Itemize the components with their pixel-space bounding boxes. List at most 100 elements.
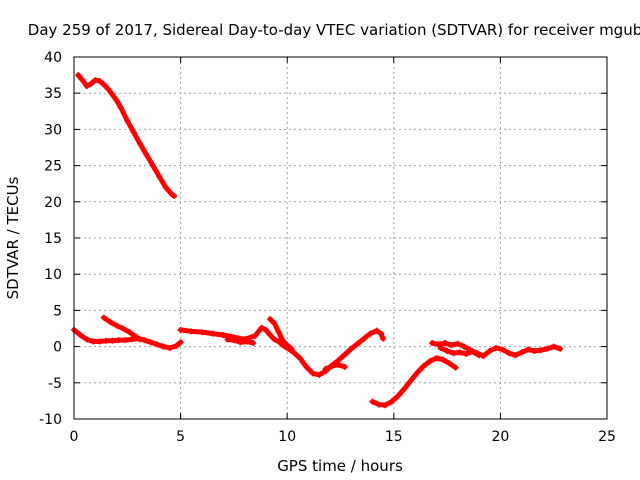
data-point (79, 77, 86, 84)
data-point (250, 339, 257, 346)
data-point (122, 337, 129, 344)
data-point (271, 320, 278, 327)
data-point (407, 377, 414, 384)
axis-ticks: 0 5 10 15 20 25 -10 -5 0 5 10 15 20 25 30 35 40 (39, 50, 616, 445)
data-point (395, 392, 402, 399)
data-point (452, 364, 459, 371)
data-point (360, 335, 367, 342)
y-tick-label: -10 (39, 412, 62, 428)
data-point (115, 337, 122, 344)
data-point (448, 342, 455, 349)
data-point (309, 370, 316, 377)
data-point (258, 324, 265, 331)
data-point (209, 330, 216, 337)
data-point (124, 117, 131, 124)
data-point (444, 347, 451, 354)
data-point (83, 336, 90, 343)
data-point (198, 329, 205, 336)
grid-lines (74, 57, 607, 419)
data-point (499, 346, 506, 353)
data-point (109, 337, 116, 344)
data-point (160, 343, 167, 350)
data-point (117, 104, 124, 111)
data-point (77, 332, 84, 339)
data-point (130, 129, 137, 136)
data-point (113, 97, 120, 104)
y-tick-label: 40 (44, 50, 62, 66)
data-point (335, 361, 342, 368)
data-point (224, 336, 231, 343)
data-point (427, 358, 434, 365)
data-point (83, 82, 90, 89)
data-point (166, 345, 173, 352)
data-point (143, 151, 150, 158)
data-point (177, 326, 184, 333)
data-point (348, 345, 355, 352)
data-point (439, 356, 446, 363)
x-tick-label: 15 (385, 429, 403, 445)
data-point (105, 85, 112, 92)
data-point (237, 339, 244, 346)
data-point (100, 81, 107, 88)
series-arc-7 (323, 362, 348, 372)
data-point (107, 318, 114, 325)
data-point (322, 366, 329, 373)
y-tick-label: 15 (44, 231, 62, 247)
data-point (188, 328, 195, 335)
data-point (382, 402, 389, 409)
data-point (288, 345, 295, 352)
data-point (96, 77, 103, 84)
data-point (557, 345, 564, 352)
data-point (128, 336, 135, 343)
y-tick-label: 30 (44, 122, 62, 138)
y-tick-label: 0 (53, 340, 62, 356)
data-point (100, 314, 107, 321)
data-point (90, 338, 97, 345)
data-point (267, 332, 274, 339)
data-point (341, 351, 348, 358)
data-point (252, 332, 259, 339)
data-point (137, 336, 144, 343)
data-point (137, 140, 144, 147)
y-axis-label: SDTVAR / TECUs (4, 176, 22, 299)
data-point (420, 363, 427, 370)
data-point (279, 337, 286, 344)
data-point (154, 341, 161, 348)
data-point (328, 363, 335, 370)
data-point (456, 349, 463, 356)
data-point (262, 326, 269, 333)
data-point (367, 330, 374, 337)
data-point (296, 355, 303, 362)
data-point (454, 340, 461, 347)
data-point (88, 80, 95, 87)
data-point (275, 329, 282, 336)
y-tick-label: 35 (44, 86, 62, 102)
data-point (132, 333, 139, 340)
data-point (463, 350, 470, 357)
data-point (525, 346, 532, 353)
data-point (171, 193, 178, 200)
data-point (316, 371, 323, 378)
data-point (120, 325, 127, 332)
data-point (230, 337, 237, 344)
data-point (435, 341, 442, 348)
data-point (267, 316, 274, 323)
data-point (173, 342, 180, 349)
data-point (162, 184, 169, 191)
data-point (102, 337, 109, 344)
data-point (544, 345, 551, 352)
x-tick-label: 5 (176, 429, 185, 445)
data-point (537, 347, 544, 354)
data-point (550, 343, 557, 350)
data-point (401, 385, 408, 392)
data-point (375, 401, 382, 408)
y-tick-label: 5 (53, 303, 62, 319)
data-point (369, 398, 376, 405)
data-point (113, 322, 120, 329)
data-point (469, 348, 476, 355)
y-tick-label: 25 (44, 159, 62, 175)
data-point (284, 342, 291, 349)
data-point (388, 398, 395, 405)
